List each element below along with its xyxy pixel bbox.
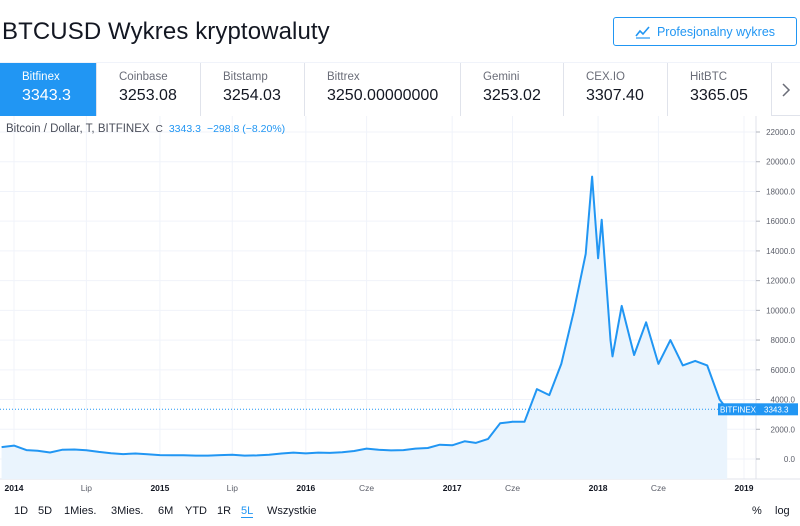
tab-bittrex[interactable]: Bittrex 3250.00000000 bbox=[305, 63, 461, 116]
log-scale-toggle[interactable]: log bbox=[775, 505, 790, 517]
range-toolbar: 1D 5D 1Mies. 3Mies. 6M YTD 1R 5L Wszystk… bbox=[0, 500, 800, 526]
x-tick-label: 2018 bbox=[589, 483, 608, 493]
x-tick-label: 2015 bbox=[150, 483, 169, 493]
symbol-description: Bitcoin / Dollar, T, BITFINEX bbox=[6, 123, 150, 135]
y-tick-label: 14000.0 bbox=[766, 247, 795, 256]
x-tick-label: Cze bbox=[505, 483, 520, 493]
close-label: C bbox=[155, 124, 163, 135]
tab-bitfinex[interactable]: Bitfinex 3343.3 bbox=[0, 63, 97, 116]
close-value: 3343.3 bbox=[168, 123, 201, 135]
y-tick-label: 22000.0 bbox=[766, 128, 795, 137]
percent-scale-toggle[interactable]: % bbox=[752, 505, 762, 517]
x-tick-label: 2014 bbox=[5, 483, 24, 493]
tab-price: 3250.00000000 bbox=[327, 87, 439, 104]
y-tick-label: 2000.0 bbox=[771, 425, 796, 434]
price-line bbox=[1, 175, 728, 457]
tab-price: 3365.05 bbox=[690, 87, 748, 104]
x-tick-label: 2017 bbox=[443, 483, 462, 493]
page-title: BTCUSD Wykres kryptowaluty bbox=[2, 18, 330, 45]
y-tick-label: 6000.0 bbox=[771, 366, 796, 375]
tab-exchange-name: Bitfinex bbox=[22, 71, 60, 83]
tab-price: 3343.3 bbox=[22, 87, 71, 104]
range-all[interactable]: Wszystkie bbox=[267, 505, 317, 517]
range-5l[interactable]: 5L bbox=[241, 505, 254, 518]
last-price-label-bg bbox=[718, 403, 798, 416]
y-tick-label: 0.0 bbox=[784, 455, 796, 464]
last-price-value: 3343.3 bbox=[764, 405, 789, 414]
tab-cexio[interactable]: CEX.IO 3307.40 bbox=[564, 63, 668, 116]
tab-hitbtc[interactable]: HitBTC 3365.05 bbox=[668, 63, 772, 116]
professional-chart-label: Profesjonalny wykres bbox=[656, 24, 776, 39]
price-area bbox=[1, 176, 728, 479]
range-6m[interactable]: 6M bbox=[158, 505, 174, 517]
tab-exchange-name: Coinbase bbox=[119, 71, 168, 83]
chart-legend: Bitcoin / Dollar, T, BITFINEX C 3343.3 −… bbox=[6, 123, 285, 135]
range-1mies[interactable]: 1Mies. bbox=[64, 505, 97, 517]
range-ytd[interactable]: YTD bbox=[185, 505, 207, 517]
tab-price: 3254.03 bbox=[223, 87, 281, 104]
change-value: −298.8 (−8.20%) bbox=[206, 123, 286, 135]
x-tick-label: Cze bbox=[651, 483, 666, 493]
range-1d[interactable]: 1D bbox=[14, 505, 29, 517]
tab-exchange-name: Bitstamp bbox=[223, 71, 268, 83]
tab-exchange-name: CEX.IO bbox=[586, 71, 625, 83]
time-axis: 2014 Lip 2015 Lip 2016 Cze 2017 Cze 2018 Cze 2019 bbox=[5, 483, 754, 493]
y-tick-label: 8000.0 bbox=[771, 336, 796, 345]
y-tick-label: 12000.0 bbox=[766, 277, 795, 286]
exchange-tabs: Bitfinex 3343.3 Coinbase 3253.08 Bitstam… bbox=[0, 62, 800, 116]
tab-exchange-name: HitBTC bbox=[690, 71, 728, 83]
tab-price: 3253.02 bbox=[483, 87, 541, 104]
page-header: BTCUSD Wykres kryptowaluty Profesjonalny… bbox=[0, 0, 800, 62]
y-tick-label: 20000.0 bbox=[766, 158, 795, 167]
price-chart[interactable]: 22000.0 20000.0 18000.0 16000.0 14000.0 12000… bbox=[0, 116, 800, 496]
x-tick-label: Cze bbox=[359, 483, 374, 493]
price-axis: 22000.0 20000.0 18000.0 16000.0 14000.0 12000… bbox=[756, 128, 796, 464]
last-price-exchange: BITFINEX bbox=[720, 405, 757, 414]
tab-exchange-name: Bittrex bbox=[327, 71, 360, 83]
y-tick-label: 18000.0 bbox=[766, 187, 795, 196]
x-tick-label: Lip bbox=[227, 483, 239, 493]
last-price-label: BITFINEX 3343.3 bbox=[718, 403, 798, 416]
tab-price: 3307.40 bbox=[586, 87, 644, 104]
y-tick-label: 10000.0 bbox=[766, 306, 795, 315]
range-3mies[interactable]: 3Mies. bbox=[111, 505, 144, 517]
tab-coinbase[interactable]: Coinbase 3253.08 bbox=[97, 63, 201, 116]
tab-gemini[interactable]: Gemini 3253.02 bbox=[461, 63, 564, 116]
x-tick-label: Lip bbox=[81, 483, 93, 493]
y-tick-label: 16000.0 bbox=[766, 217, 795, 226]
chevron-right-icon bbox=[782, 82, 791, 97]
professional-chart-button[interactable]: Profesjonalny wykres bbox=[613, 17, 797, 46]
range-5d[interactable]: 5D bbox=[38, 505, 53, 517]
tabs-next-button[interactable] bbox=[772, 63, 800, 116]
chart-icon bbox=[635, 25, 650, 39]
price-chart-svg: 22000.0 20000.0 18000.0 16000.0 14000.0 12000… bbox=[0, 116, 800, 493]
x-tick-label: 2019 bbox=[735, 483, 754, 493]
x-tick-label: 2016 bbox=[296, 483, 315, 493]
tab-bitstamp[interactable]: Bitstamp 3254.03 bbox=[201, 63, 305, 116]
y-tick-label: 4000.0 bbox=[771, 396, 796, 405]
range-1r[interactable]: 1R bbox=[217, 505, 232, 517]
tab-exchange-name: Gemini bbox=[483, 71, 520, 83]
tab-price: 3253.08 bbox=[119, 87, 177, 104]
